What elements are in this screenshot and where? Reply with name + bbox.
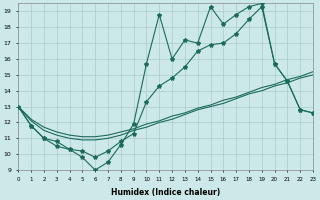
- X-axis label: Humidex (Indice chaleur): Humidex (Indice chaleur): [111, 188, 220, 197]
